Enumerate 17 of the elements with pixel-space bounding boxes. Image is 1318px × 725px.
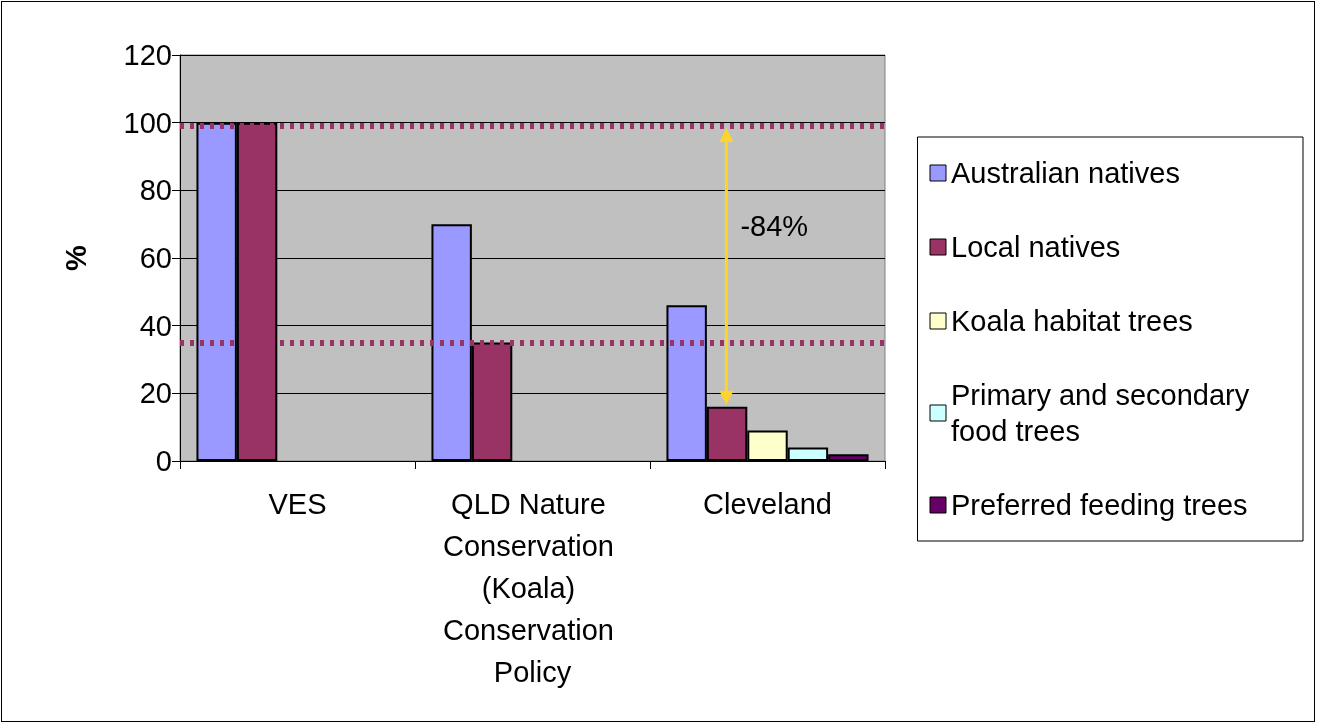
y-tick-label: 120 <box>123 39 172 71</box>
y-axis-title: % <box>59 244 92 271</box>
legend-label: Australian natives <box>951 157 1180 189</box>
legend-label: Local natives <box>951 231 1121 263</box>
y-tick-label: 20 <box>139 377 172 410</box>
y-tick-label: 0 <box>155 445 172 477</box>
y-tick-label: 60 <box>139 242 172 274</box>
x-tick-label: QLD Nature Conservation (Koala) Conservation Policy <box>443 488 622 688</box>
y-tick-label: 80 <box>139 174 172 207</box>
y-tick-label: 100 <box>123 106 172 139</box>
legend-label: Koala habitat trees <box>951 305 1193 337</box>
annotation: -84% <box>740 209 809 242</box>
y-tick-label: 40 <box>139 309 172 342</box>
legend-label: Preferred feeding trees <box>951 489 1248 521</box>
legend-label: Primary and secondary food trees <box>951 379 1258 447</box>
x-tick-label: Cleveland <box>703 488 832 520</box>
x-tick-label: VES <box>268 488 327 520</box>
